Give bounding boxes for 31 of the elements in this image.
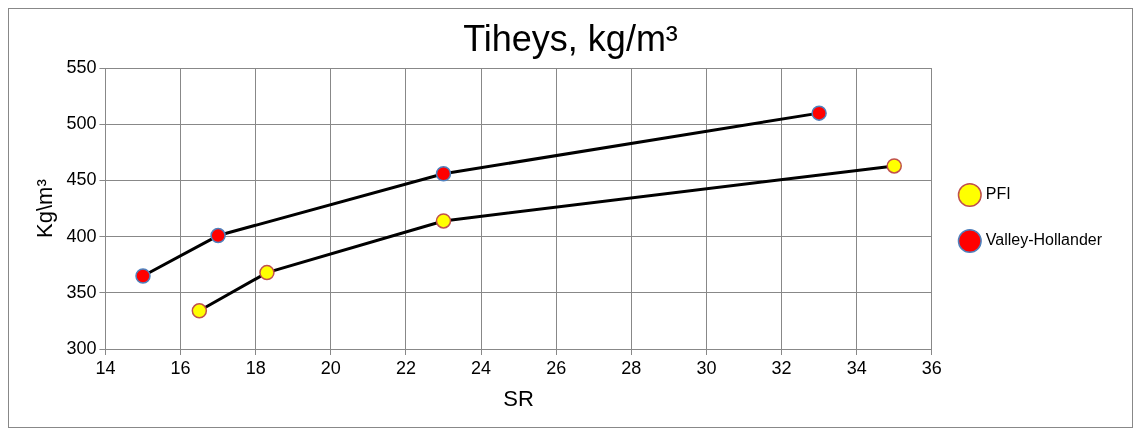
x-tick-label: 22 [395,357,416,378]
x-axis-title: SR [503,385,534,411]
x-tick-label: 14 [95,357,116,378]
y-tick-label: 550 [66,57,97,78]
point [135,268,151,284]
y-tick-label: 300 [66,337,97,358]
x-tick-label: 20 [320,357,341,378]
point [435,166,452,182]
y-tick-label: 350 [66,281,97,302]
chart-title: Tiheys, kg/m³ [463,17,678,59]
legend-label: PFI [985,185,1011,203]
y-tick-label: 450 [66,169,97,190]
x-tick-label: 18 [245,357,266,378]
x-tick-label: 32 [771,357,792,378]
x-tick-label: 16 [170,357,191,378]
point [811,105,827,121]
y-tick-label: 500 [66,113,97,134]
x-tick-label: 36 [921,357,942,378]
x-tick-label: 34 [846,357,867,378]
y-tick-label: 400 [66,225,97,246]
legend-label: Valley-Hollander [985,231,1103,249]
x-tick-label: 26 [546,357,567,378]
x-tick-label: 28 [621,357,642,378]
point [435,213,452,229]
point [886,158,902,174]
y-axis-title: Kg\m³ [32,179,58,238]
point [259,264,275,281]
x-tick-label: 30 [696,357,717,378]
point [210,227,226,244]
x-tick-label: 24 [471,357,492,378]
point [191,303,208,319]
